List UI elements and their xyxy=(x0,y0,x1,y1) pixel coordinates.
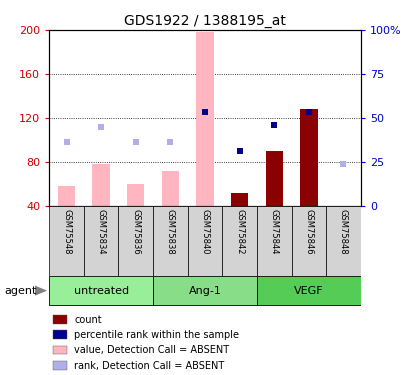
Text: untreated: untreated xyxy=(73,286,128,296)
Bar xyxy=(92,164,110,206)
Bar xyxy=(49,276,153,305)
Text: VEGF: VEGF xyxy=(293,286,323,296)
Text: GSM75848: GSM75848 xyxy=(338,209,347,255)
Bar xyxy=(127,184,144,206)
Text: GSM75842: GSM75842 xyxy=(234,209,243,255)
Text: value, Detection Call = ABSENT: value, Detection Call = ABSENT xyxy=(74,345,229,355)
Bar xyxy=(161,171,179,206)
Bar xyxy=(256,276,360,305)
Text: GSM75844: GSM75844 xyxy=(269,209,278,255)
Text: GSM75836: GSM75836 xyxy=(131,209,140,255)
Bar xyxy=(53,361,66,370)
Bar xyxy=(326,206,360,276)
Text: rank, Detection Call = ABSENT: rank, Detection Call = ABSENT xyxy=(74,360,224,370)
Text: GSM75838: GSM75838 xyxy=(166,209,175,255)
Bar xyxy=(58,186,75,206)
Bar xyxy=(291,206,326,276)
Text: percentile rank within the sample: percentile rank within the sample xyxy=(74,330,239,339)
Bar xyxy=(230,193,248,206)
Bar xyxy=(265,151,282,206)
Text: GSM75840: GSM75840 xyxy=(200,209,209,255)
Bar xyxy=(196,32,213,206)
Bar xyxy=(153,206,187,276)
Bar xyxy=(118,206,153,276)
Bar xyxy=(222,206,256,276)
Bar xyxy=(299,110,317,206)
Bar xyxy=(53,346,66,354)
Bar xyxy=(53,315,66,324)
Bar xyxy=(256,206,291,276)
Polygon shape xyxy=(35,285,47,296)
Text: GSM75548: GSM75548 xyxy=(62,209,71,255)
Bar xyxy=(83,206,118,276)
Text: count: count xyxy=(74,315,102,325)
Bar xyxy=(53,330,66,339)
Text: agent: agent xyxy=(4,286,36,296)
Bar xyxy=(187,206,222,276)
Text: GSM75834: GSM75834 xyxy=(97,209,106,255)
Bar xyxy=(49,206,83,276)
Text: GSM75846: GSM75846 xyxy=(303,209,312,255)
Text: Ang-1: Ang-1 xyxy=(188,286,221,296)
Title: GDS1922 / 1388195_at: GDS1922 / 1388195_at xyxy=(124,13,285,28)
Bar xyxy=(153,276,256,305)
